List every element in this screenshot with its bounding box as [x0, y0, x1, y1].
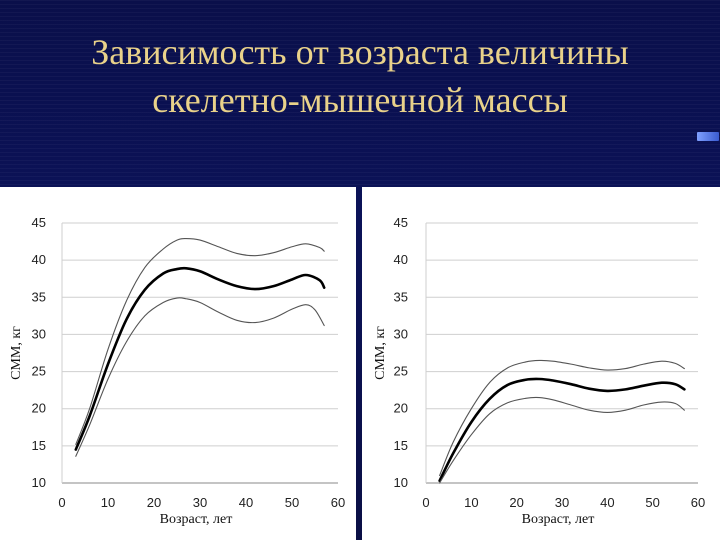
- y-tick-label: 45: [394, 215, 408, 230]
- y-tick-label: 45: [32, 215, 46, 230]
- x-tick-label: 30: [193, 495, 207, 510]
- series-line-mean: [74, 266, 326, 451]
- x-tick-label: 40: [600, 495, 614, 510]
- series-line-lower: [439, 396, 685, 484]
- chart-left: 10 15 20 25 30 35 40 45 0 10 20 30 40 50 60 Возраст, ле…: [9, 215, 345, 527]
- accent-bar: [697, 132, 719, 141]
- x-axis-label: Возраст, лет: [160, 512, 233, 527]
- y-tick-label: 20: [32, 401, 46, 416]
- series-line-upper: [439, 359, 685, 477]
- title-line-1: Зависимость от возраста величины: [91, 32, 629, 72]
- x-tick-label: 50: [645, 495, 659, 510]
- x-tick-label: 50: [285, 495, 299, 510]
- chart-panel-right: 10 15 20 25 30 35 40 45 0 10 20 30 40 50 60 Возраст, ле…: [362, 187, 720, 540]
- x-tick-label: 40: [239, 495, 253, 510]
- y-tick-label: 25: [32, 364, 46, 379]
- chart-right: 10 15 20 25 30 35 40 45 0 10 20 30 40 50 60 Возраст, ле…: [373, 215, 705, 527]
- series-line-lower: [75, 297, 325, 457]
- x-tick-label: 60: [691, 495, 705, 510]
- y-tick-label: 30: [394, 326, 408, 341]
- x-tick-label: 10: [101, 495, 115, 510]
- y-tick-label: 20: [394, 401, 408, 416]
- y-axis-label: СММ, кг: [9, 326, 24, 380]
- y-tick-label: 40: [32, 252, 46, 267]
- y-tick-label: 25: [394, 364, 408, 379]
- series-line-upper: [75, 238, 325, 445]
- y-axis-label: СММ, кг: [373, 326, 388, 380]
- x-axis-label: Возраст, лет: [522, 512, 595, 527]
- y-tick-label: 10: [394, 475, 408, 490]
- y-tick-label: 30: [32, 326, 46, 341]
- y-tick-label: 40: [394, 252, 408, 267]
- header-stripes: [0, 0, 720, 185]
- title-line-2: скелетно-мышечной массы: [152, 80, 568, 120]
- x-tick-label: 60: [331, 495, 345, 510]
- y-tick-label: 15: [394, 438, 408, 453]
- chart-panel-left: 10 15 20 25 30 35 40 45 0 10 20 30 40 50 60 Возраст, ле…: [0, 187, 356, 540]
- x-tick-label: 0: [422, 495, 429, 510]
- x-tick-label: 0: [58, 495, 65, 510]
- slide-title: Зависимость от возраста величины скелетн…: [0, 28, 720, 124]
- x-tick-label: 20: [147, 495, 161, 510]
- x-tick-label: 10: [464, 495, 478, 510]
- x-tick-label: 30: [555, 495, 569, 510]
- y-tick-label: 15: [32, 438, 46, 453]
- y-tick-label: 10: [32, 475, 46, 490]
- y-tick-label: 35: [394, 289, 408, 304]
- x-tick-label: 20: [509, 495, 523, 510]
- y-tick-label: 35: [32, 289, 46, 304]
- series-line-mean: [438, 377, 686, 483]
